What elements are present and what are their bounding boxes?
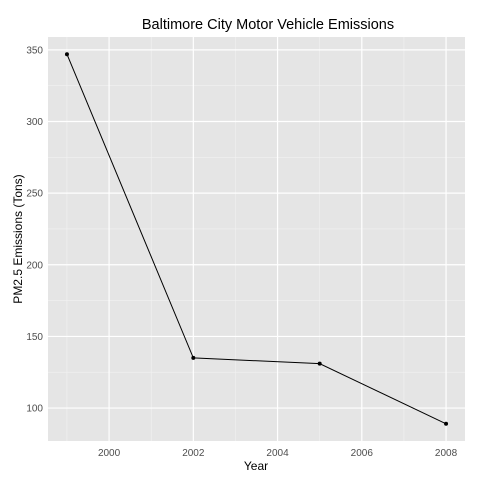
- data-point: [65, 52, 69, 56]
- y-tick-label: 100: [26, 404, 43, 415]
- x-tick-label: 2004: [266, 448, 289, 459]
- chart-title: Baltimore City Motor Vehicle Emissions: [142, 17, 394, 33]
- plot-panel: [48, 37, 465, 441]
- data-point: [444, 422, 448, 426]
- x-tick-label: 2000: [98, 448, 121, 459]
- y-axis-title: PM2.5 Emissions (Tons): [11, 174, 25, 303]
- y-tick-label: 250: [26, 189, 43, 200]
- x-axis-title: Year: [244, 459, 268, 473]
- y-tick-label: 150: [26, 332, 43, 343]
- y-tick-label: 350: [26, 45, 43, 56]
- x-tick-label: 2006: [351, 448, 374, 459]
- data-point: [318, 362, 322, 366]
- y-tick-label: 200: [26, 260, 43, 271]
- y-tick-label: 300: [26, 117, 43, 128]
- data-point: [191, 356, 195, 360]
- x-tick-label: 2008: [435, 448, 458, 459]
- x-tick-label: 2002: [182, 448, 205, 459]
